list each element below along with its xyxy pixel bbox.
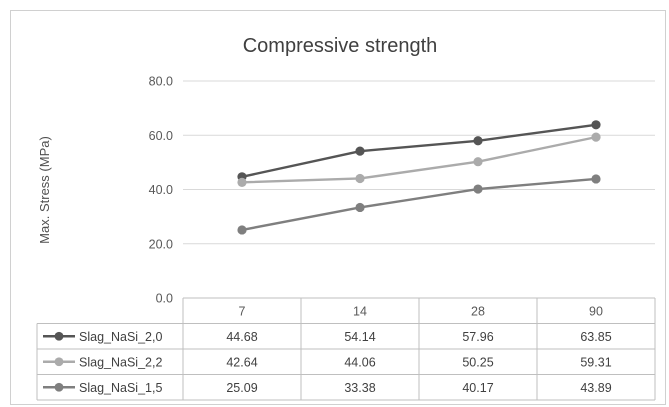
legend-key bbox=[43, 382, 75, 392]
y-tick-label: 60.0 bbox=[149, 129, 173, 143]
series-line bbox=[241, 177, 597, 232]
chart-title: Compressive strength bbox=[243, 35, 438, 57]
data-point bbox=[473, 136, 483, 146]
table-row: Slag_NaSi_2,2 42.64 44.06 50.25 59.31 bbox=[43, 355, 612, 369]
y-tick-label: 80.0 bbox=[149, 75, 173, 89]
series-lines bbox=[237, 120, 601, 235]
series-line bbox=[241, 123, 597, 178]
series-3 bbox=[237, 174, 601, 235]
legend-key-marker bbox=[54, 357, 64, 367]
data-label: 33.38 bbox=[344, 381, 375, 395]
table-row: Slag_NaSi_2,0 44.68 54.14 57.96 63.85 bbox=[43, 330, 612, 344]
table-row: Slag_NaSi_1,5 25.09 33.38 40.17 43.89 bbox=[43, 381, 612, 395]
x-tick-label: 7 bbox=[239, 304, 246, 318]
x-tick-label: 14 bbox=[353, 304, 367, 318]
data-point bbox=[237, 225, 247, 235]
x-tick-labels: 7 14 28 90 bbox=[239, 304, 603, 318]
data-label: 43.89 bbox=[580, 381, 611, 395]
data-label: 54.14 bbox=[344, 330, 375, 344]
data-point bbox=[473, 157, 483, 167]
chart-frame bbox=[10, 10, 666, 405]
data-label: 25.09 bbox=[226, 381, 257, 395]
data-table-grid bbox=[36, 297, 656, 401]
data-label: 50.25 bbox=[462, 355, 493, 369]
data-point bbox=[355, 173, 365, 184]
y-tick-labels: 0.0 20.0 40.0 60.0 80.0 bbox=[149, 75, 173, 306]
data-point bbox=[591, 132, 601, 142]
legend-label: Slag_NaSi_2,2 bbox=[79, 355, 162, 369]
legend-key bbox=[43, 331, 75, 341]
data-label: 63.85 bbox=[580, 330, 611, 344]
data-point bbox=[355, 146, 365, 156]
y-tick-label: 0.0 bbox=[156, 292, 173, 306]
series-2 bbox=[237, 132, 601, 187]
data-point bbox=[473, 184, 483, 194]
data-label: 44.68 bbox=[226, 330, 257, 344]
data-label: 57.96 bbox=[462, 330, 493, 344]
data-label: 42.64 bbox=[226, 355, 257, 369]
data-table: Slag_NaSi_2,0 44.68 54.14 57.96 63.85Slag_Na… bbox=[43, 330, 612, 395]
data-label: 40.17 bbox=[462, 381, 493, 395]
legend-label: Slag_NaSi_1,5 bbox=[79, 381, 162, 395]
series-line bbox=[241, 135, 597, 184]
legend-label: Slag_NaSi_2,0 bbox=[79, 330, 162, 344]
y-tick-label: 20.0 bbox=[149, 237, 173, 251]
legend-key-marker bbox=[54, 382, 64, 392]
legend-key bbox=[43, 357, 75, 367]
data-point bbox=[591, 120, 601, 130]
data-label: 44.06 bbox=[344, 355, 375, 369]
data-point bbox=[591, 174, 601, 184]
y-axis-label: Max. Stress (MPa) bbox=[37, 136, 52, 244]
legend-key-marker bbox=[54, 331, 64, 341]
data-point bbox=[355, 202, 365, 213]
data-point bbox=[237, 177, 247, 187]
x-tick-label: 28 bbox=[471, 304, 485, 318]
x-tick-label: 90 bbox=[589, 304, 603, 318]
data-label: 59.31 bbox=[580, 355, 611, 369]
y-tick-label: 40.0 bbox=[149, 183, 173, 197]
